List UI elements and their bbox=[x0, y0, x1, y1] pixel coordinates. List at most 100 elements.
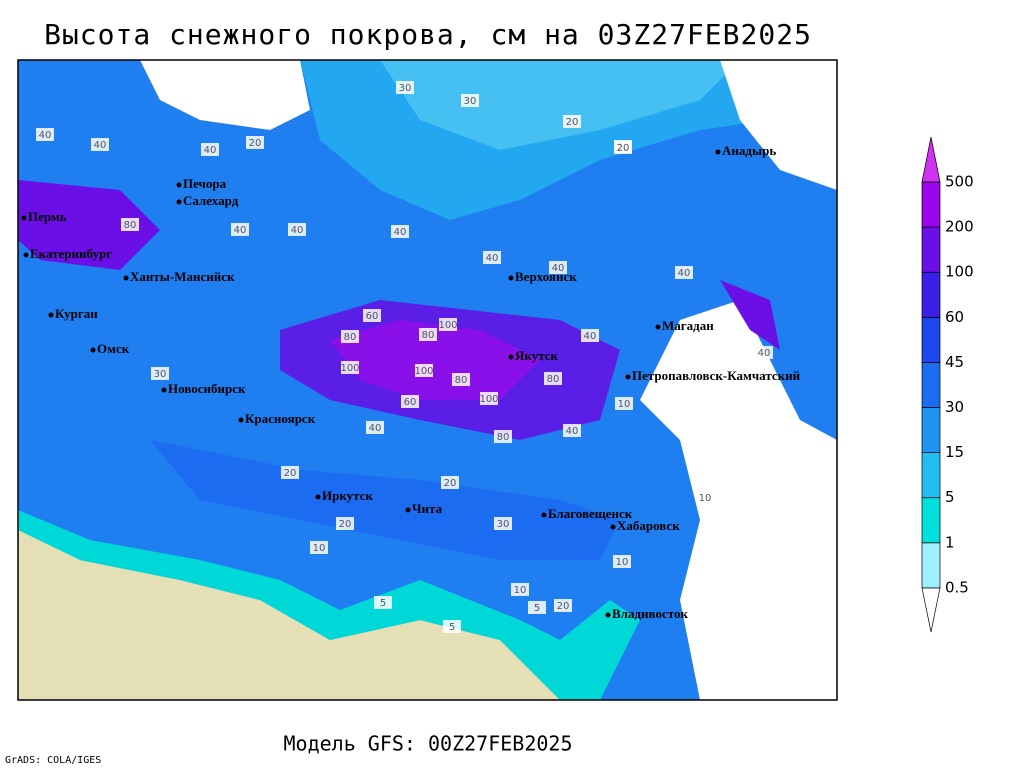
contour-label: 40 bbox=[584, 331, 597, 342]
city-name: Петропавловск-Камчатский bbox=[632, 368, 801, 383]
city-dot bbox=[90, 347, 96, 353]
contour-label-box bbox=[494, 517, 512, 530]
model-footer: Модель GFS: 00Z27FEB2025 bbox=[284, 732, 573, 756]
colorbar-label: 0.5 bbox=[945, 578, 969, 596]
contour-label: 40 bbox=[678, 268, 691, 279]
contour-label: 60 bbox=[366, 311, 379, 322]
city-dot bbox=[605, 612, 611, 618]
contour-label: 20 bbox=[557, 601, 570, 612]
contour-label-box bbox=[336, 517, 354, 530]
city-dot bbox=[176, 182, 182, 188]
contour-label: 10 bbox=[618, 399, 631, 410]
contour-label-box bbox=[363, 309, 381, 322]
city-dot bbox=[405, 507, 411, 513]
contour-label-box bbox=[401, 395, 419, 408]
contour-label-box bbox=[341, 330, 359, 343]
credit: GrADS: COLA/IGES bbox=[5, 755, 101, 766]
contour-label: 40 bbox=[234, 225, 247, 236]
contour-label: 40 bbox=[94, 140, 107, 151]
contour-label: 40 bbox=[758, 348, 771, 359]
contour-label-box bbox=[443, 620, 461, 633]
city-dot bbox=[161, 387, 167, 393]
contour-label: 60 bbox=[404, 397, 417, 408]
contour-label-box bbox=[554, 599, 572, 612]
city-dot bbox=[238, 417, 244, 423]
contour-label-box bbox=[494, 430, 512, 443]
colorbar-segment bbox=[921, 271, 941, 318]
contour-label: 80 bbox=[344, 332, 357, 343]
contour-label: 10 bbox=[699, 493, 712, 504]
contour-label: 80 bbox=[497, 432, 510, 443]
city-name: Новосибирск bbox=[168, 381, 246, 396]
contour-label: 100 bbox=[340, 363, 359, 374]
contour-label: 10 bbox=[514, 585, 527, 596]
contour-label-box bbox=[675, 266, 693, 279]
colorbar-segment bbox=[921, 407, 941, 453]
city-dot bbox=[625, 374, 631, 380]
contour-label-box bbox=[581, 329, 599, 342]
city-dot bbox=[508, 275, 514, 281]
city-dot bbox=[541, 512, 547, 518]
map-frame bbox=[17, 59, 838, 701]
colorbar-label: 30 bbox=[945, 398, 964, 416]
city-name: Якутск bbox=[515, 348, 559, 363]
city-name: Курган bbox=[55, 306, 98, 321]
city-name: Верхоянск bbox=[515, 269, 577, 284]
contour-label: 80 bbox=[124, 220, 137, 231]
colorbar-segment bbox=[921, 181, 941, 228]
colorbar-segment bbox=[921, 136, 941, 183]
colorbar-label: 45 bbox=[945, 353, 964, 371]
contour-label: 80 bbox=[547, 374, 560, 385]
contour-label: 100 bbox=[414, 366, 433, 377]
city-dot bbox=[48, 312, 54, 318]
contour-label: 40 bbox=[291, 225, 304, 236]
contour-label: 30 bbox=[399, 83, 412, 94]
contour-label: 40 bbox=[394, 227, 407, 238]
colorbar-segment bbox=[921, 316, 941, 363]
city-name: Благовещенск bbox=[548, 506, 633, 521]
contour-label-box bbox=[288, 223, 306, 236]
contour-label-box bbox=[614, 141, 632, 154]
contour-label-box bbox=[544, 372, 562, 385]
contour-label: 10 bbox=[313, 543, 326, 554]
colorbar-segment bbox=[921, 497, 941, 544]
city-name: Омск bbox=[97, 341, 130, 356]
contour-label: 30 bbox=[464, 96, 477, 107]
contour-label-box bbox=[310, 541, 328, 554]
contour-label: 20 bbox=[566, 117, 579, 128]
city-dot bbox=[610, 524, 616, 530]
contour-label-box bbox=[461, 94, 479, 107]
city-name: Екатеринбург bbox=[30, 246, 112, 261]
colorbar-label: 100 bbox=[945, 263, 974, 281]
colorbar-segment bbox=[921, 226, 941, 273]
colorbar-segment bbox=[921, 542, 941, 589]
city-name: Печора bbox=[183, 176, 227, 191]
contour-label-box bbox=[439, 318, 457, 331]
city-name: Хабаровск bbox=[617, 518, 680, 533]
contour-label-box bbox=[480, 392, 498, 405]
city-dot bbox=[176, 199, 182, 205]
contour-label-box bbox=[528, 601, 546, 614]
city-dot bbox=[315, 494, 321, 500]
colorbar-label: 60 bbox=[945, 308, 964, 326]
contour-label: 5 bbox=[534, 603, 540, 614]
contour-label: 5 bbox=[449, 622, 455, 633]
colorbar-label: 1 bbox=[945, 533, 955, 551]
contour-label: 20 bbox=[249, 138, 262, 149]
contour-label-box bbox=[419, 328, 437, 341]
colorbar-label: 500 bbox=[945, 173, 974, 191]
city-name: Владивосток bbox=[612, 606, 688, 621]
contour-label-box bbox=[36, 128, 54, 141]
colorbar-label: 200 bbox=[945, 218, 974, 236]
contour-label-box bbox=[613, 555, 631, 568]
colorbar-label: 5 bbox=[945, 488, 955, 506]
contour-label: 40 bbox=[566, 426, 579, 437]
colorbar-segment bbox=[921, 587, 941, 633]
contour-label: 20 bbox=[444, 478, 457, 489]
city-name: Пермь bbox=[28, 209, 67, 224]
contour-label-box bbox=[615, 397, 633, 410]
contour-label: 80 bbox=[455, 375, 468, 386]
city-name: Магадан bbox=[662, 318, 714, 333]
colorbar-segment bbox=[921, 362, 941, 408]
